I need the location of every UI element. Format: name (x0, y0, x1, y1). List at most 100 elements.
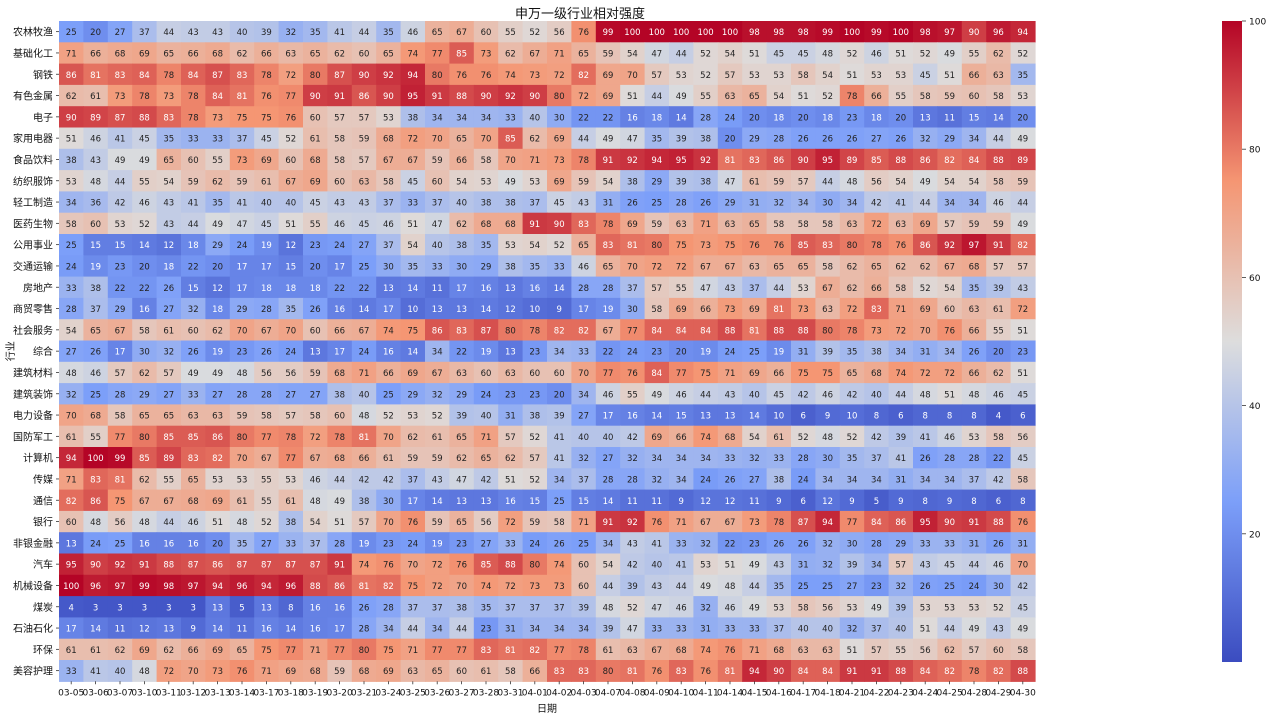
heatmap-cell (400, 148, 426, 171)
heatmap-cell (400, 489, 426, 512)
cell-value-label: 59 (529, 518, 540, 528)
heatmap-cell (303, 21, 328, 43)
cell-value-label: 46 (139, 199, 150, 209)
heatmap-cell (620, 127, 646, 150)
heatmap-cell (937, 21, 963, 43)
heatmap-cell (1010, 617, 1036, 640)
cell-value-label: 48 (847, 177, 858, 187)
heatmap-cell (644, 212, 670, 235)
cell-value-label: 41 (895, 454, 906, 464)
cell-value-label: 51 (212, 518, 223, 528)
heatmap-cell (791, 638, 816, 661)
cell-value-label: 62 (456, 454, 467, 464)
heatmap-cell (644, 510, 670, 533)
heatmap-cell (693, 42, 719, 65)
heatmap-cell (229, 127, 255, 150)
heatmap-cell (595, 234, 621, 256)
cell-value-label: 72 (1017, 305, 1028, 315)
heatmap-cell (351, 447, 377, 469)
heatmap-cell (522, 84, 548, 107)
heatmap-cell (83, 319, 109, 342)
heatmap-cell (473, 42, 499, 65)
heatmap-cell (522, 63, 548, 86)
heatmap-cell (400, 468, 426, 491)
cell-value-label: 67 (261, 326, 272, 336)
cell-value-label: 73 (163, 92, 174, 102)
x-tick-label: 03-27 (449, 688, 475, 698)
heatmap-cell (620, 532, 646, 555)
heatmap-cell (1010, 106, 1036, 129)
colorbar-tick-label: 60 (1249, 274, 1261, 284)
heatmap-cell (205, 532, 231, 555)
heatmap-cell (181, 361, 206, 384)
heatmap-cell (351, 638, 377, 661)
cell-value-label: 53 (969, 433, 980, 443)
heatmap-cell (961, 553, 987, 576)
cell-value-label: 22 (115, 284, 126, 294)
cell-value-label: 12 (822, 497, 833, 507)
heatmap-cell (961, 510, 987, 533)
cell-value-label: 80 (359, 646, 370, 656)
cell-value-label: 41 (237, 199, 248, 209)
heatmap-cell (669, 660, 694, 682)
cell-value-label: 71 (578, 518, 589, 528)
cell-value-label: 76 (407, 518, 418, 528)
heatmap-cell (205, 276, 231, 299)
cell-value-label: 76 (895, 241, 906, 251)
heatmap-cell (937, 212, 963, 235)
cell-value-label: 12 (505, 305, 516, 315)
cell-value-label: 42 (115, 199, 126, 209)
heatmap-cell (278, 255, 304, 278)
heatmap-cell (547, 255, 572, 278)
cell-value-label: 45 (407, 177, 418, 187)
cell-value-label: 28 (359, 625, 370, 635)
y-tick-label: 传媒 (33, 474, 53, 486)
heatmap-cell (376, 127, 402, 150)
cell-value-label: 100 (673, 28, 689, 38)
cell-value-label: 77 (261, 433, 272, 443)
heatmap-cell (766, 489, 792, 512)
heatmap-cell (83, 234, 109, 256)
cell-value-label: 17 (383, 305, 394, 315)
heatmap-cell (595, 106, 621, 129)
heatmap-cell (303, 297, 328, 320)
cell-value-label: 66 (700, 305, 711, 315)
cell-value-label: 26 (822, 135, 833, 145)
cell-value-label: 35 (285, 305, 296, 315)
cell-value-label: 12 (725, 497, 736, 507)
cell-value-label: 31 (505, 625, 516, 635)
heatmap-cell (303, 404, 328, 427)
heatmap-cell (717, 660, 743, 682)
heatmap-cell (669, 255, 694, 278)
cell-value-label: 46 (822, 390, 833, 400)
heatmap-cell (644, 553, 670, 576)
cell-value-label: 11 (749, 497, 760, 507)
cell-value-label: 73 (554, 582, 565, 592)
heatmap-cell (717, 489, 743, 512)
cell-value-label: 68 (383, 135, 394, 145)
heatmap-cell (620, 510, 646, 533)
heatmap-cell (1010, 297, 1036, 320)
cell-value-label: 33 (944, 539, 955, 549)
cell-value-label: 45 (261, 135, 272, 145)
cell-value-label: 58 (261, 412, 272, 422)
cell-value-label: 53 (871, 71, 882, 81)
heatmap-cell (669, 297, 694, 320)
heatmap-cell (791, 361, 816, 384)
cell-value-label: 96 (285, 582, 296, 592)
heatmap-cell (351, 42, 377, 65)
heatmap-cell (107, 404, 133, 427)
heatmap-cell (107, 638, 133, 661)
cell-value-label: 35 (310, 28, 321, 38)
cell-value-label: 78 (285, 433, 296, 443)
heatmap-cell (449, 553, 475, 576)
heatmap-cell (229, 106, 255, 129)
heatmap-cell (791, 489, 816, 512)
heatmap-cell (742, 297, 768, 320)
heatmap-cell (815, 361, 841, 384)
cell-value-label: 8 (947, 412, 952, 422)
cell-value-label: 66 (456, 156, 467, 166)
heatmap-cell (425, 340, 450, 363)
heatmap-cell (449, 404, 475, 427)
cell-value-label: 81 (90, 71, 101, 81)
